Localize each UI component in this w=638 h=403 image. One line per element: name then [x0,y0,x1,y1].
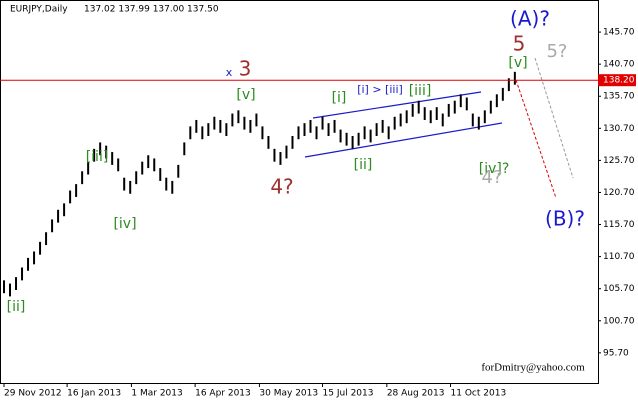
wave-label: 3 [239,57,252,81]
wave-label: [v] [508,55,527,71]
channel-line [304,122,503,158]
wave-label: x [226,66,233,79]
wave-label: [iv]? [479,161,510,177]
footer: forDmitry@yahoo.com [481,362,585,374]
y-tick-label: 135.70 [603,92,635,102]
symbol: EURJPY,Daily [10,5,68,15]
y-tick-label: 145.70 [603,28,635,38]
channel-line [312,91,482,119]
x-tick-label: 29 Nov 2012 [4,389,62,399]
y-tick-label: 110.70 [603,252,635,262]
x-tick-label: 30 May 2013 [259,389,318,399]
wave-label: [iii] [409,83,432,99]
projection-line [534,57,574,179]
wave-label: [ii] [7,299,26,315]
wave-label: [i] > [iii] [357,83,403,96]
x-tick-label: 15 Jul 2013 [323,389,374,399]
wave-label: 4? [481,167,502,188]
x-tick-label: 28 Aug 2013 [387,389,445,399]
wave-label: [ii] [354,157,373,173]
y-tick-label: 115.70 [603,220,635,230]
wave-label: [iv] [113,216,136,232]
y-tick-label: 125.70 [603,156,635,166]
y-tick-label: 130.70 [603,124,635,134]
y-tick-label: 120.70 [603,188,635,198]
wave-label: [iii] [86,149,109,165]
projection-line [515,79,557,199]
last-price-label: 138.20 [603,76,635,86]
x-tick-label: 16 Apr 2013 [195,389,251,399]
x-tick-label: 16 Jan 2013 [67,389,121,399]
ohlc-text: 137.02 137.99 137.00 137.50 [84,5,219,15]
y-tick-label: 95.70 [603,348,629,358]
wave-label: 4? [270,175,293,199]
x-tick-label: 1 Mar 2013 [131,389,182,399]
wave-label: [v] [236,87,255,103]
y-tick-label: 105.70 [603,284,635,294]
y-tick-label: 100.70 [603,316,635,326]
x-tick-label: 11 Oct 2013 [451,389,507,399]
wave-label: 5? [546,41,567,62]
wave-label: [i] [332,90,347,106]
wave-label: (A)? [510,7,550,31]
last-price-box [598,74,636,87]
wave-label: 5 [513,32,526,56]
wave-label: (B)? [545,207,585,231]
y-tick-label: 140.70 [603,60,635,70]
